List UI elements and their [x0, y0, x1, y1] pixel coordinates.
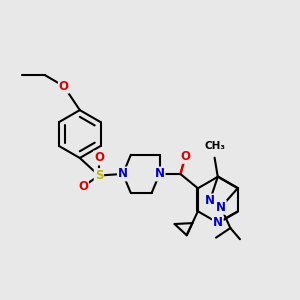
- Text: O: O: [180, 150, 190, 163]
- Text: CH₃: CH₃: [204, 141, 225, 151]
- Text: N: N: [118, 167, 128, 180]
- Text: S: S: [95, 169, 103, 182]
- Text: O: O: [78, 180, 88, 193]
- Text: O: O: [94, 152, 104, 164]
- Text: N: N: [216, 201, 226, 214]
- Text: N: N: [213, 216, 223, 229]
- Text: N: N: [205, 194, 215, 207]
- Text: N: N: [154, 167, 165, 180]
- Text: O: O: [59, 80, 69, 93]
